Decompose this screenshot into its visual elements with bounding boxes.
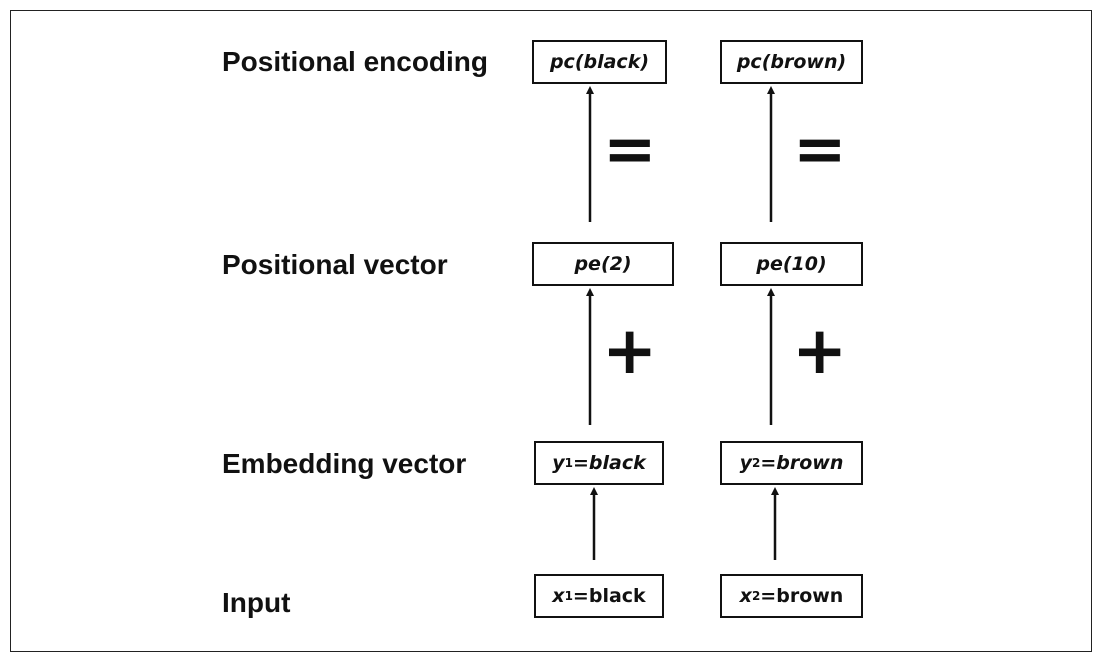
input-var-1: x: [552, 585, 565, 607]
embed-var-1: y: [552, 452, 565, 474]
diagram-frame: [10, 10, 1092, 652]
pc-text-1: pc(black): [549, 51, 650, 73]
pe-box-2: pe(10): [720, 242, 863, 286]
input-var-2: x: [739, 585, 752, 607]
plus-operator-1: +: [602, 312, 658, 389]
pe-text-1: pe(2): [574, 253, 632, 275]
input-box-1: x 1 =black: [534, 574, 664, 618]
input-box-2: x 2 =brown: [720, 574, 863, 618]
input-word-2: =brown: [760, 585, 844, 607]
pe-box-1: pe(2): [532, 242, 674, 286]
label-input: Input: [222, 587, 291, 618]
pc-box-2: pc(brown): [720, 40, 863, 84]
plus-operator-2: +: [792, 312, 848, 389]
pc-box-1: pc(black): [532, 40, 667, 84]
embed-var-2: y: [739, 452, 752, 474]
embed-sub-2: 2: [752, 456, 761, 470]
embedding-box-1: y 1 =black: [534, 441, 664, 485]
embed-word-1: =black: [572, 452, 646, 474]
input-word-1: =black: [572, 585, 646, 607]
embed-sub-1: 1: [564, 456, 573, 470]
label-embedding-vector: Embedding vector: [222, 448, 467, 479]
label-positional-encoding: Positional encoding: [222, 46, 489, 77]
pc-text-2: pc(brown): [736, 51, 847, 73]
label-positional-vector: Positional vector: [222, 249, 448, 280]
equals-operator-2: =: [793, 113, 847, 187]
embedding-box-2: y 2 =brown: [720, 441, 863, 485]
input-sub-1: 1: [564, 589, 573, 603]
input-sub-2: 2: [751, 589, 761, 603]
equals-operator-1: =: [603, 113, 657, 187]
embed-word-2: =brown: [760, 452, 844, 474]
pe-text-2: pe(10): [756, 253, 827, 275]
